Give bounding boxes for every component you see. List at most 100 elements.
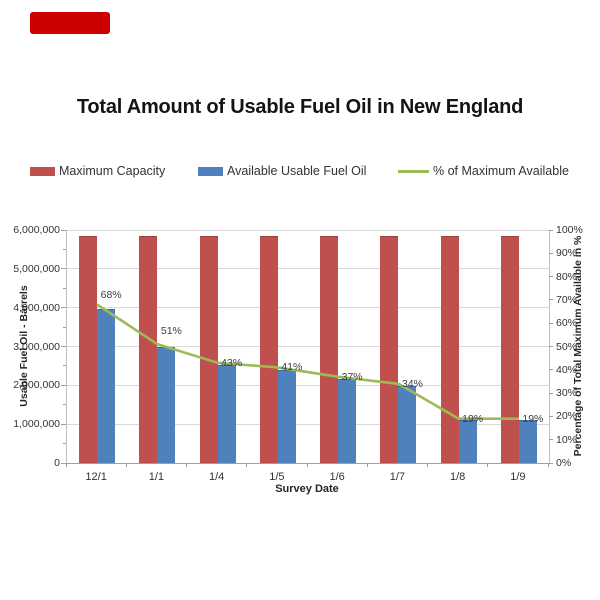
line-data-label: 19% bbox=[462, 412, 484, 425]
y-axis-tick-label-left: 1,000,000 bbox=[13, 418, 60, 431]
y-axis-tick-mark-left bbox=[63, 326, 66, 328]
y-axis-tick-label-right: 80% bbox=[556, 270, 578, 283]
x-axis-line bbox=[67, 463, 549, 464]
line-data-label: 41% bbox=[281, 361, 303, 374]
y-axis-tick-label-right: 10% bbox=[556, 433, 578, 446]
x-axis-tick-mark bbox=[306, 463, 308, 467]
line-data-label: 68% bbox=[100, 288, 122, 301]
y-axis-tick-label-right: 50% bbox=[556, 340, 578, 353]
y-axis-tick-mark-left bbox=[61, 346, 66, 347]
legend-label-maximum-capacity: Maximum Capacity bbox=[59, 164, 166, 178]
gridline bbox=[67, 384, 549, 386]
y-axis-tick-mark-right bbox=[549, 322, 553, 324]
y-axis-tick-mark-right bbox=[549, 229, 553, 231]
x-axis-tick-mark bbox=[487, 463, 489, 467]
gridline bbox=[67, 307, 549, 309]
y-axis-tick-label-left: 6,000,000 bbox=[13, 224, 60, 236]
y-axis-tick-label-right: 30% bbox=[556, 387, 578, 400]
bar-available-usable-fuel-oil bbox=[217, 365, 236, 463]
y-axis-tick-label-left: 0 bbox=[54, 457, 60, 469]
y-axis-tick-label-right: 40% bbox=[556, 363, 578, 376]
bar-available-usable-fuel-oil bbox=[458, 419, 477, 463]
bar-maximum-capacity bbox=[259, 235, 278, 463]
x-axis-tick-label: 1/5 bbox=[269, 471, 285, 483]
x-axis-tick-label: 1/7 bbox=[389, 471, 406, 483]
gridline bbox=[67, 268, 549, 270]
y-axis-tick-mark-left bbox=[63, 248, 66, 250]
y-axis-tick-mark-right bbox=[549, 369, 553, 371]
y-axis-tick-label-right: 70% bbox=[556, 293, 578, 306]
y-axis-tick-label-right: 20% bbox=[556, 410, 578, 423]
legend-item-maximum-capacity: Maximum Capacity bbox=[30, 163, 165, 179]
bar-available-usable-fuel-oil bbox=[398, 385, 417, 463]
y-axis-tick-label-right: 60% bbox=[556, 317, 578, 330]
gridline bbox=[67, 346, 549, 347]
x-axis-tick-label: 1/4 bbox=[208, 471, 225, 483]
y-axis-tick-mark-left bbox=[63, 287, 66, 289]
y-axis-tick-mark-left bbox=[63, 365, 66, 367]
bar-maximum-capacity bbox=[79, 235, 98, 463]
y-axis-tick-label-left: 2,000,000 bbox=[13, 379, 60, 392]
x-axis-tick-mark bbox=[246, 463, 248, 467]
y-axis-tick-label-left: 3,000,000 bbox=[13, 340, 60, 353]
line-data-label: 34% bbox=[401, 377, 423, 390]
y-axis-tick-mark-left bbox=[63, 404, 66, 406]
line-data-label: 51% bbox=[160, 325, 182, 338]
plot-area bbox=[66, 229, 550, 464]
y-axis-tick-mark-right bbox=[549, 276, 553, 278]
x-axis-tick-mark bbox=[547, 463, 549, 467]
y-axis-tick-mark-right bbox=[549, 462, 553, 464]
bar-maximum-capacity bbox=[500, 235, 519, 463]
x-axis-tick-mark bbox=[186, 463, 187, 467]
bar-maximum-capacity bbox=[139, 235, 158, 463]
y-axis-tick-label-left: 4,000,000 bbox=[13, 301, 60, 314]
x-axis-title: Survey Date bbox=[275, 483, 339, 495]
y-axis-tick-mark-left bbox=[61, 307, 66, 309]
y-axis-tick-label-right: 0% bbox=[556, 457, 572, 469]
y-axis-tick-mark-left bbox=[61, 229, 66, 231]
y-axis-tick-label-left: 5,000,000 bbox=[13, 262, 60, 275]
gridline bbox=[67, 423, 549, 425]
x-axis-tick-mark bbox=[65, 463, 67, 467]
x-axis-tick-mark bbox=[366, 463, 368, 467]
line-data-label: 19% bbox=[522, 412, 544, 425]
bar-maximum-capacity bbox=[320, 235, 339, 463]
y-axis-tick-label-right: 100% bbox=[556, 224, 583, 236]
y-axis-tick-mark-right bbox=[549, 346, 553, 347]
top-left-red-marker bbox=[30, 12, 110, 34]
line-data-label: 43% bbox=[221, 356, 243, 369]
bar-maximum-capacity bbox=[199, 235, 218, 463]
legend-item-percent-of-maximum-available: % of Maximum Available bbox=[398, 163, 569, 179]
x-axis-tick-label: 1/8 bbox=[449, 471, 466, 483]
line-data-label: 37% bbox=[341, 370, 363, 383]
legend-swatch-red-bar-icon bbox=[30, 166, 55, 176]
gridline bbox=[67, 229, 549, 231]
bar-available-usable-fuel-oil bbox=[338, 378, 357, 463]
percent-of-maximum-line bbox=[96, 303, 519, 421]
y-axis-tick-mark-left bbox=[61, 462, 66, 464]
legend-swatch-green-line-icon bbox=[398, 169, 429, 173]
y-axis-tick-label-right: 90% bbox=[556, 247, 578, 260]
legend-label-percent-of-maximum-available: % of Maximum Available bbox=[433, 164, 569, 178]
legend-swatch-blue-bar-icon bbox=[198, 166, 223, 176]
bar-maximum-capacity bbox=[380, 235, 399, 463]
x-axis-tick-label: 1/1 bbox=[148, 471, 165, 483]
x-axis-tick-label: 1/6 bbox=[329, 471, 345, 483]
y-axis-tick-mark-left bbox=[61, 268, 66, 270]
y-axis-tick-mark-right bbox=[549, 252, 553, 254]
bar-maximum-capacity bbox=[440, 235, 459, 463]
y-axis-tick-mark-left bbox=[61, 384, 66, 386]
legend-label-available-usable-fuel-oil: Available Usable Fuel Oil bbox=[227, 164, 367, 178]
x-axis-tick-label: 12/1 bbox=[85, 471, 107, 483]
x-axis-tick-label: 1/9 bbox=[510, 471, 526, 483]
y-axis-title-left: Usable Fuel Oil - Barrels bbox=[18, 285, 30, 407]
x-axis-tick-mark bbox=[125, 463, 127, 467]
y-axis-tick-mark-right bbox=[549, 299, 553, 301]
x-axis-tick-mark bbox=[427, 463, 428, 467]
y-axis-title-right: Percentage of Total Maximum Available in… bbox=[572, 235, 584, 457]
legend-item-available-usable-fuel-oil: Available Usable Fuel Oil bbox=[198, 163, 366, 179]
y-axis-tick-mark-left bbox=[63, 443, 66, 445]
y-axis-tick-mark-right bbox=[549, 439, 553, 441]
chart-title: Total Amount of Usable Fuel Oil in New E… bbox=[76, 96, 524, 118]
